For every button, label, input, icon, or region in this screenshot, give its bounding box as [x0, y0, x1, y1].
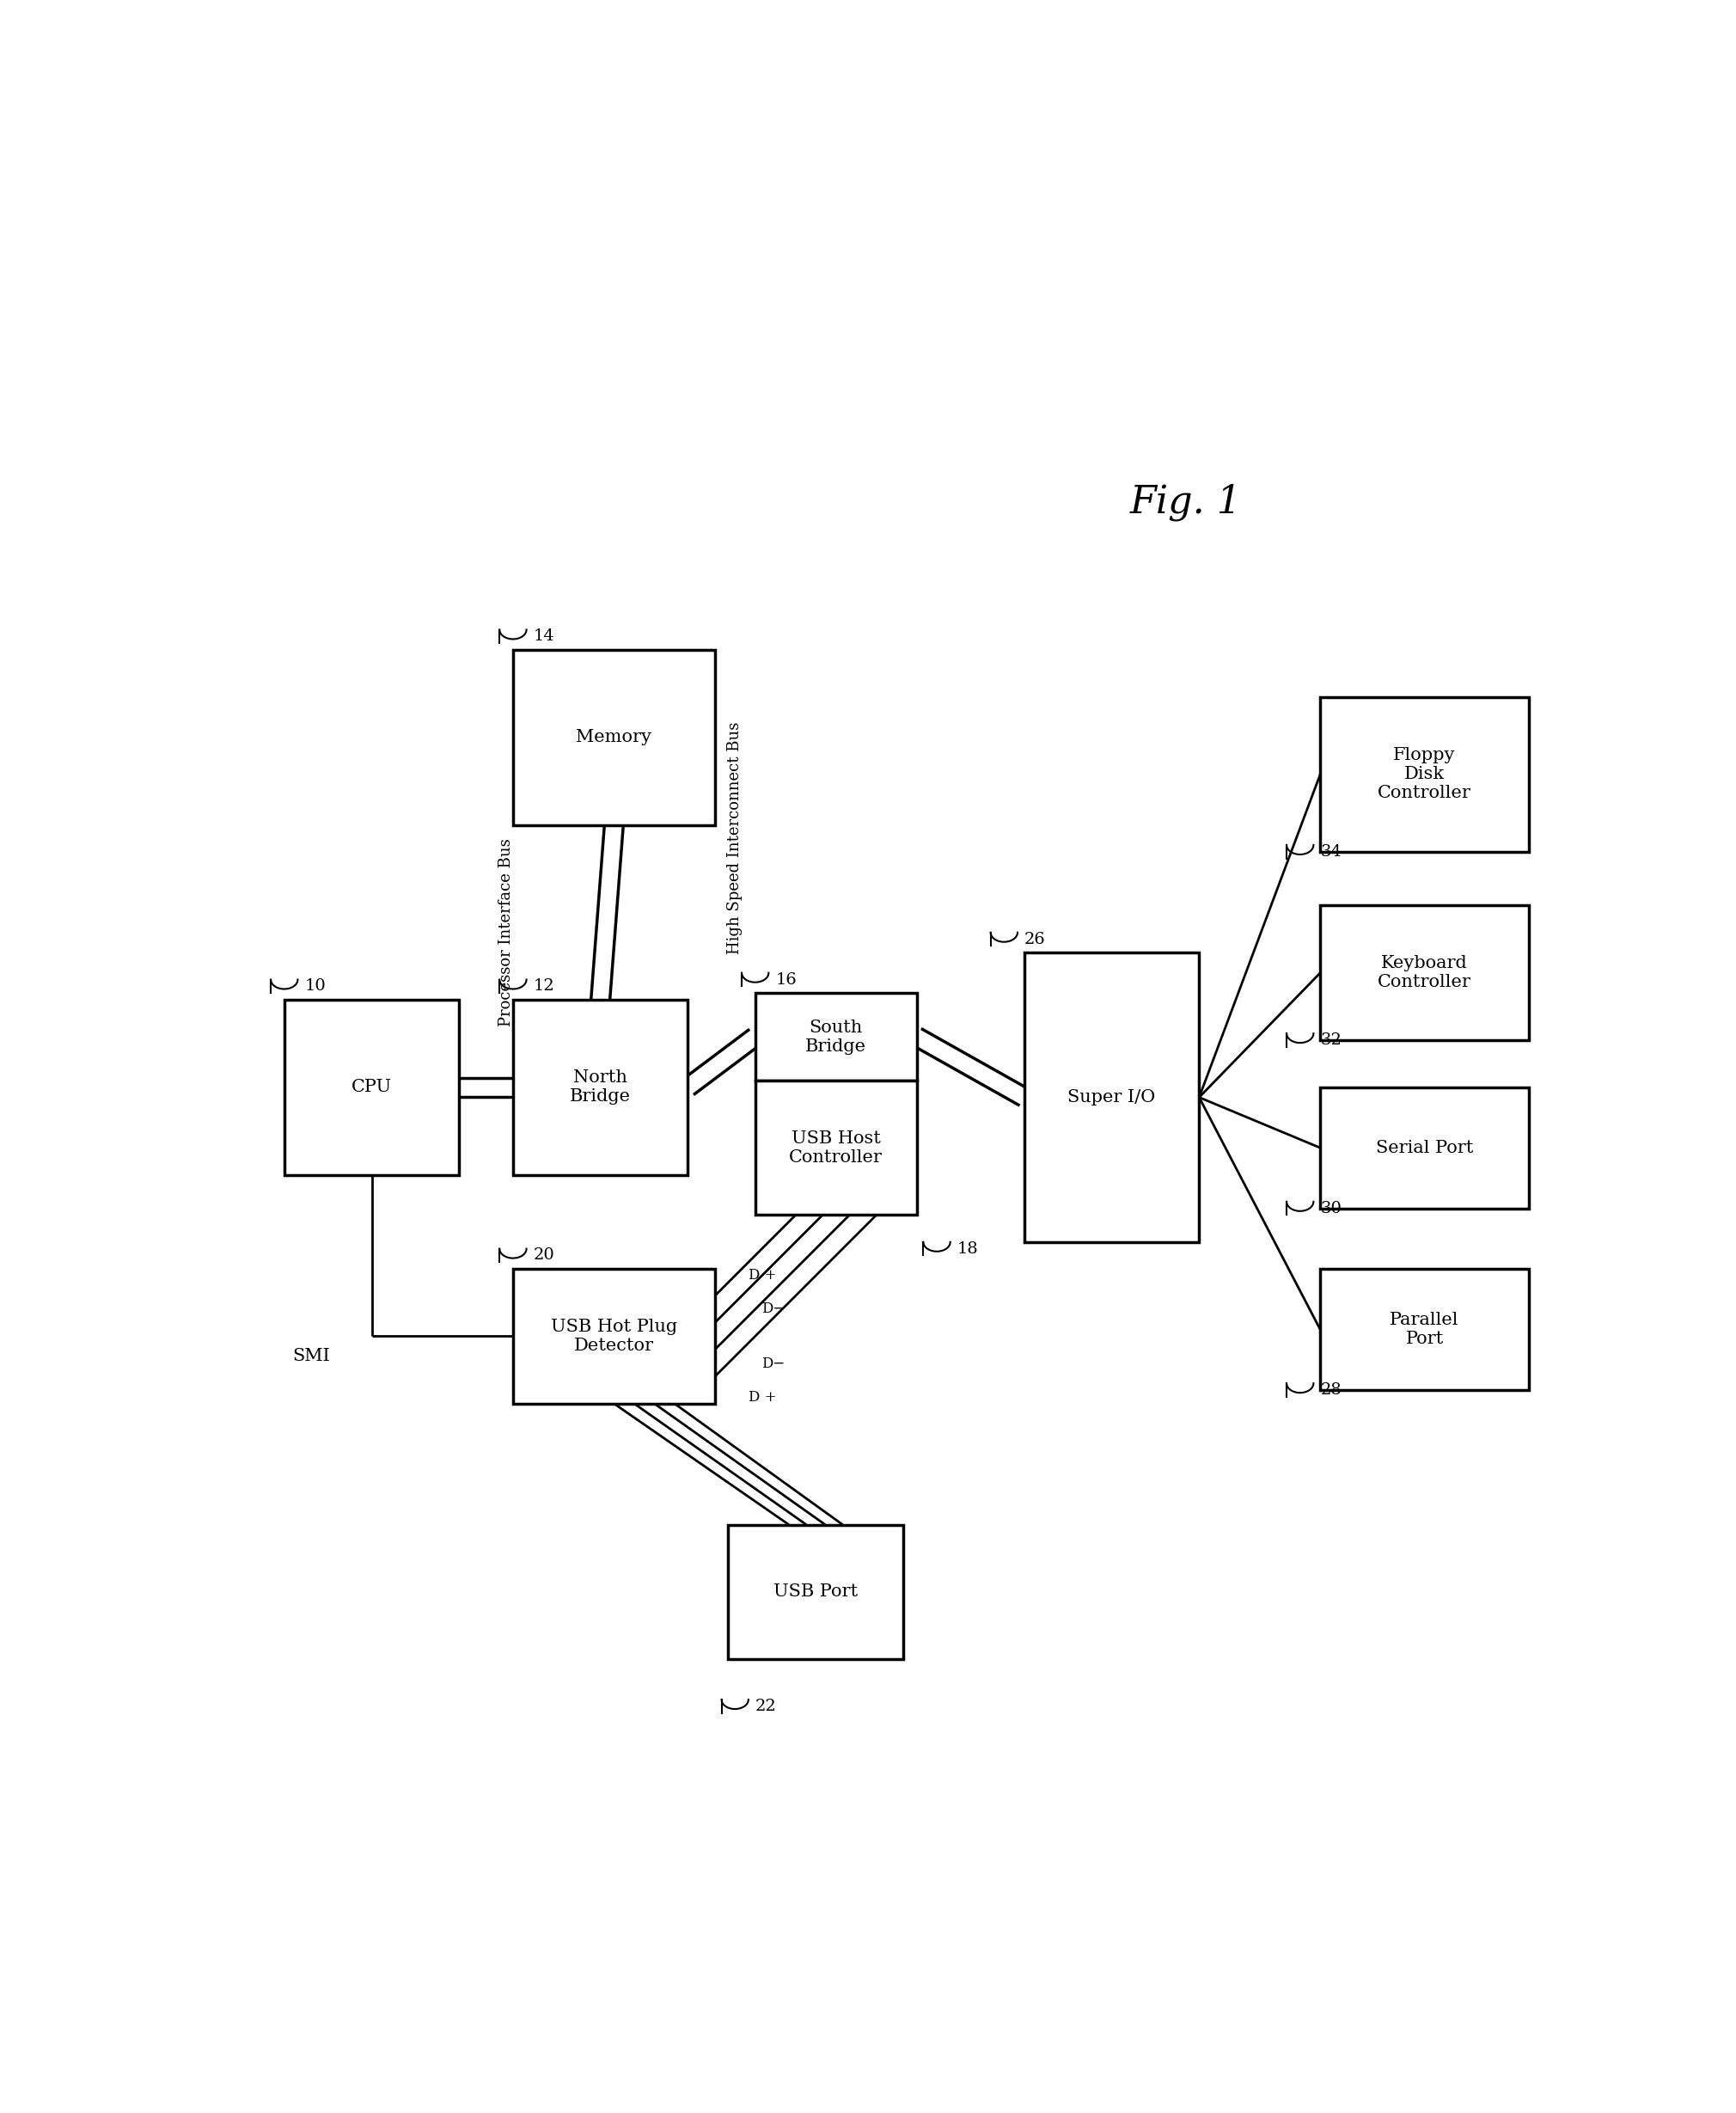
- Text: 34: 34: [1321, 843, 1342, 860]
- Bar: [514, 999, 687, 1175]
- Text: 20: 20: [533, 1249, 554, 1264]
- Text: 14: 14: [533, 630, 554, 644]
- Text: Parallel
Port: Parallel Port: [1391, 1312, 1458, 1348]
- Text: Memory: Memory: [576, 729, 651, 746]
- Text: Keyboard
Controller: Keyboard Controller: [1378, 955, 1472, 991]
- Text: South
Bridge: South Bridge: [806, 1018, 866, 1054]
- Text: USB Hot Plug
Detector: USB Hot Plug Detector: [550, 1319, 677, 1354]
- Bar: [1024, 953, 1200, 1242]
- Text: CPU: CPU: [351, 1080, 392, 1095]
- Text: USB Port: USB Port: [774, 1585, 858, 1600]
- Bar: [729, 1526, 903, 1659]
- Bar: [285, 999, 458, 1175]
- Text: Processor Interface Bus: Processor Interface Bus: [498, 839, 514, 1027]
- Text: 30: 30: [1321, 1200, 1342, 1217]
- Text: 12: 12: [533, 978, 554, 993]
- Text: 26: 26: [1024, 932, 1045, 947]
- Bar: [1321, 1270, 1529, 1390]
- Text: Serial Port: Serial Port: [1375, 1139, 1474, 1156]
- Bar: [755, 993, 917, 1080]
- Bar: [1321, 697, 1529, 852]
- Text: 18: 18: [957, 1240, 979, 1257]
- Text: Fig. 1: Fig. 1: [1130, 484, 1241, 520]
- Bar: [1321, 1088, 1529, 1209]
- Bar: [514, 651, 715, 824]
- Bar: [755, 1080, 917, 1215]
- Bar: [514, 1270, 715, 1403]
- Text: North
Bridge: North Bridge: [569, 1069, 630, 1105]
- Text: D +: D +: [748, 1268, 776, 1283]
- Text: D−: D−: [762, 1357, 785, 1371]
- Text: High Speed Interconnect Bus: High Speed Interconnect Bus: [727, 723, 743, 955]
- Text: Super I/O: Super I/O: [1068, 1088, 1156, 1105]
- Text: SMI: SMI: [292, 1348, 330, 1365]
- Text: D +: D +: [748, 1390, 776, 1405]
- Text: USB Host
Controller: USB Host Controller: [790, 1130, 882, 1166]
- Text: 22: 22: [755, 1699, 776, 1714]
- Text: 16: 16: [776, 972, 797, 987]
- Text: 28: 28: [1321, 1382, 1342, 1399]
- Text: Floppy
Disk
Controller: Floppy Disk Controller: [1378, 748, 1472, 801]
- Text: 10: 10: [304, 978, 326, 993]
- Text: D−: D−: [762, 1302, 785, 1316]
- Bar: [1321, 906, 1529, 1040]
- Text: 32: 32: [1321, 1033, 1342, 1048]
